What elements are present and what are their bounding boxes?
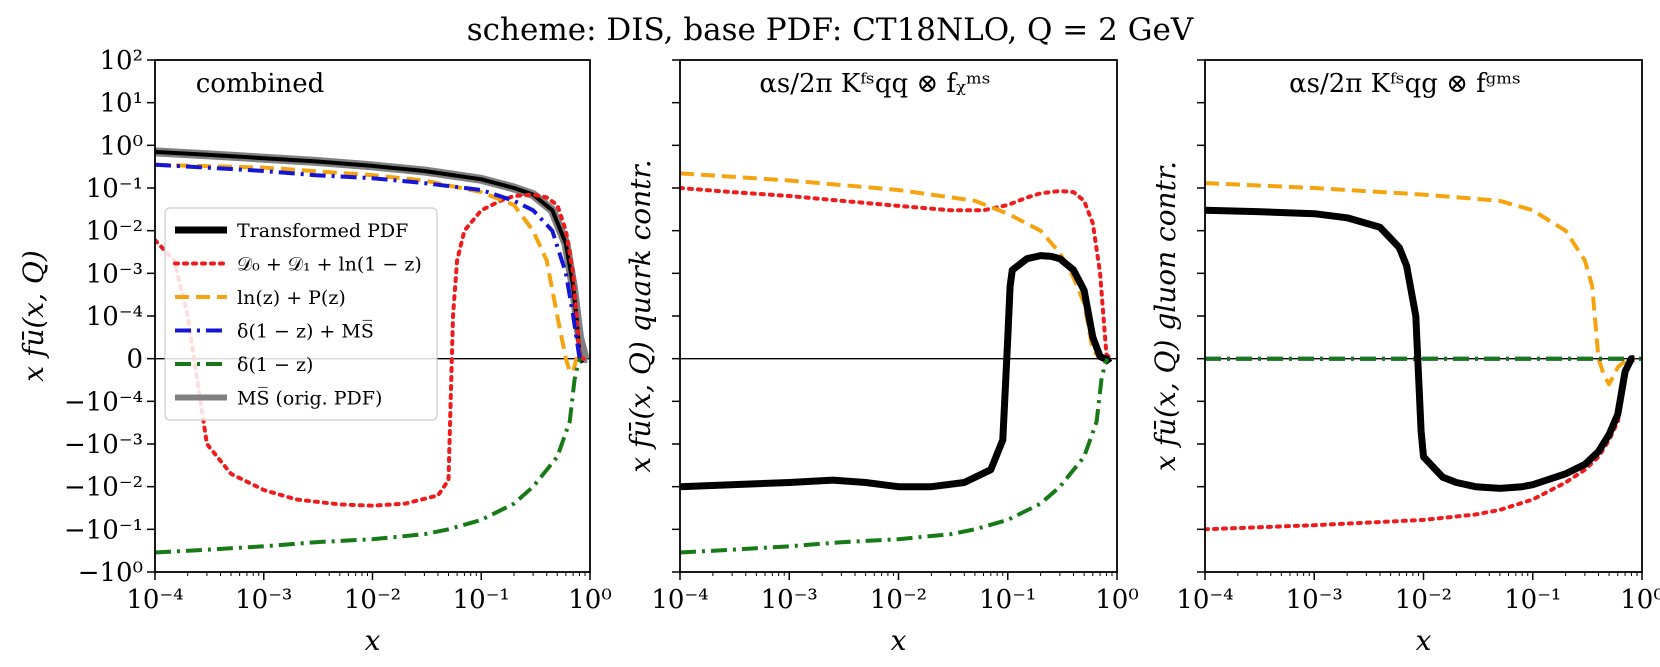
legend-label: δ(1 − z) + MS̅ (237, 320, 374, 342)
y-axis-label: x fū(x, Q) gluon contr. (1149, 161, 1182, 471)
series-group (680, 171, 1113, 555)
series-line (155, 357, 583, 555)
legend-box (164, 207, 438, 421)
x-tick-label: 10⁰ (568, 585, 612, 615)
x-tick-label: 10⁻² (1395, 585, 1452, 615)
x-axis-label: x (1416, 624, 1432, 657)
x-tick-label: 10⁻² (344, 585, 401, 615)
series-line (1205, 206, 1635, 492)
y-tick-label: 10⁻¹ (86, 174, 143, 204)
legend-label: Transformed PDF (237, 220, 408, 242)
y-tick-label: −10⁻¹ (64, 515, 143, 545)
series-line (680, 252, 1113, 491)
y-axis-label: x fū(x, Q) (17, 250, 50, 381)
x-tick-label: 10⁻³ (761, 585, 818, 615)
y-tick-label: 10¹ (99, 89, 143, 119)
axes-frame (1204, 59, 1643, 573)
legend-label: δ(1 − z) (237, 354, 313, 376)
x-tick-label: 10⁻⁴ (1176, 585, 1233, 615)
y-tick-label: 10⁰ (99, 131, 143, 161)
y-axis-label: x fū(x, Q) quark contr. (624, 159, 657, 472)
y-tick-label: 10⁻³ (86, 259, 143, 289)
x-tick-label: 10⁰ (1095, 585, 1139, 615)
x-axis-label: x (365, 624, 381, 657)
series-line (680, 186, 1113, 361)
y-tick-label: −10⁻² (64, 473, 143, 503)
y-tick-label: 0 (126, 345, 143, 375)
legend-label: 𝒟₀ + 𝒟₁ + ln(1 − z) (237, 254, 422, 276)
x-tick-label: 10⁻¹ (1504, 585, 1561, 615)
y-tick-label: 10⁻² (86, 217, 143, 247)
series-group (155, 147, 590, 555)
panel-annotation: αs/2π Kᶠˢqq ⊗ fᵪᵐˢ (759, 69, 990, 99)
x-tick-label: 10⁻¹ (453, 585, 510, 615)
x-tick-label: 10⁻⁴ (126, 585, 183, 615)
series-group (1205, 181, 1642, 532)
x-tick-label: 10⁻⁴ (651, 585, 708, 615)
series-line (155, 162, 583, 361)
x-tick-label: 10⁻³ (1286, 585, 1343, 615)
series-line (680, 357, 1110, 555)
y-tick-label: 10² (99, 46, 143, 76)
panel-annotation: αs/2π Kᶠˢqg ⊗ fᵍᵐˢ (1289, 69, 1521, 99)
x-tick-label: 10⁻¹ (979, 585, 1036, 615)
y-tick-label: −10⁻³ (64, 430, 143, 460)
panel-combined: 10⁻⁴ 10⁻³ 10⁻² 10⁻¹ 10⁰ 10² 10¹ 10⁰ 10⁻¹ 10⁻² 10⁻³… (17, 46, 612, 657)
x-axis-label: x (891, 624, 907, 657)
series-line (1205, 181, 1633, 387)
figure-title: scheme: DIS, base PDF: CT18NLO, Q = 2 Ge… (467, 12, 1194, 48)
legend-label: MS̅ (orig. PDF) (237, 387, 382, 409)
y-tick-label: −10⁻⁴ (64, 387, 143, 417)
x-tick-label: 10⁻³ (235, 585, 292, 615)
series-line (155, 192, 586, 508)
y-tick-label: −10⁰ (78, 558, 143, 588)
panel-quark: 10⁻⁴ 10⁻³ 10⁻² 10⁻¹ 10⁰ x x fū(x, Q) quark con… (624, 59, 1139, 657)
panel-gluon: 10⁻⁴ 10⁻³ 10⁻² 10⁻¹ 10⁰ x x fū(x, Q) gluon con… (1149, 59, 1660, 657)
y-tick-label: 10⁻⁴ (86, 302, 143, 332)
x-tick-label: 10⁻² (870, 585, 927, 615)
legend-label: ln(z) + P(z) (237, 287, 346, 309)
series-line (155, 162, 580, 374)
series-line (680, 171, 1108, 361)
panel-annotation: combined (196, 69, 325, 99)
legend: Transformed PDF 𝒟₀ + 𝒟₁ + ln(1 − z) ln(z) … (164, 207, 438, 421)
x-tick-label: 10⁰ (1620, 585, 1660, 615)
